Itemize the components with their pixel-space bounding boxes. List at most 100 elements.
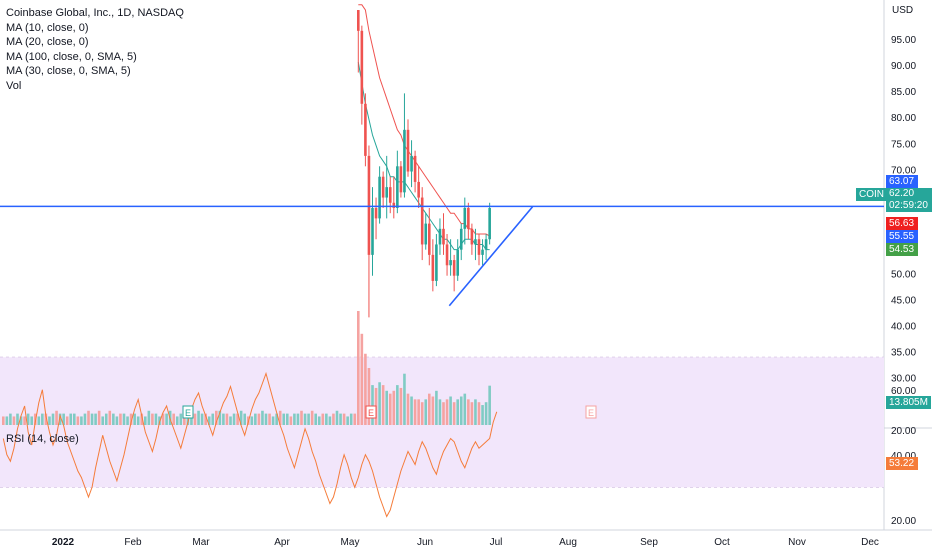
volume-bar (33, 413, 37, 425)
volume-bar (108, 410, 112, 425)
volume-bar (420, 402, 424, 425)
volume-bar (385, 390, 388, 425)
volume-bar (190, 413, 193, 425)
candle-body (467, 207, 470, 229)
volume-bar (172, 413, 175, 425)
volume-bar (225, 413, 229, 425)
volume-bar (41, 413, 44, 425)
volume-bar (470, 402, 474, 425)
rsi-tick-label: 40.00 (891, 451, 916, 462)
candle-body (399, 166, 403, 193)
volume-badge: 13.805M (886, 396, 931, 409)
volume-bar (268, 413, 271, 425)
volume-bar (459, 396, 463, 425)
volume-bar (399, 387, 403, 425)
volume-bar (452, 402, 456, 425)
candle-body (456, 249, 459, 276)
volume-bar (477, 402, 481, 425)
candle-body (445, 244, 449, 266)
volume-bar (378, 382, 381, 425)
indicator-ma10[interactable]: MA (10, close, 0) (6, 21, 89, 34)
volume-bar (115, 416, 119, 425)
volume-bar (364, 353, 367, 425)
candle-body (488, 207, 491, 240)
volume-bar (239, 410, 243, 425)
price-tick-label: 75.00 (891, 139, 916, 150)
countdown-timer: 02:59:20 (889, 200, 928, 211)
volume-bars (2, 311, 491, 425)
volume-bar (278, 410, 282, 425)
time-tick-label: Jul (490, 537, 503, 548)
volume-bar (154, 413, 158, 425)
volume-bar (183, 416, 186, 425)
volume-bar (271, 416, 275, 425)
candle-body (417, 181, 420, 198)
volume-bar (303, 413, 307, 425)
candle-body (403, 129, 406, 193)
ma-red-badge: 56.63 (886, 217, 918, 230)
time-tick-label: Dec (861, 537, 879, 548)
candle-body (477, 239, 481, 255)
volume-bar (9, 413, 12, 425)
volume-bar (204, 413, 207, 425)
rsi-legend[interactable]: RSI (14, close) (6, 433, 79, 445)
volume-bar (90, 413, 94, 425)
volume-bar (346, 416, 349, 425)
volume-bar (97, 410, 101, 425)
volume-bar (264, 413, 268, 425)
indicator-vol[interactable]: Vol (6, 79, 22, 92)
candle-body (374, 207, 378, 219)
volume-bar (428, 393, 431, 425)
volume-bar (488, 385, 491, 425)
volume-bar (353, 413, 357, 425)
trendline[interactable] (448, 206, 534, 307)
symbol-title[interactable]: Coinbase Global, Inc., 1D, NASDAQ (6, 7, 184, 19)
current-price: 62.20 (889, 188, 915, 199)
candle-body (396, 166, 399, 208)
volume-bar (257, 413, 261, 425)
price-tick-label: 40.00 (891, 322, 916, 333)
candle-body (459, 228, 463, 250)
volume-bar (133, 413, 136, 425)
volume-bar (193, 413, 197, 425)
rsi-band (0, 357, 884, 488)
volume-bar (16, 413, 19, 425)
volume-bar (250, 416, 254, 425)
candle-body (381, 176, 385, 198)
candle-body (428, 223, 431, 255)
volume-bar (83, 413, 87, 425)
ma-blue-badge: 55.55 (886, 230, 918, 243)
indicator-ma30[interactable]: MA (30, close, 0, SMA, 5) (6, 65, 131, 77)
candle-body (420, 197, 424, 245)
volume-bar (296, 413, 300, 425)
volume-bar (392, 390, 396, 425)
volume-bar (371, 385, 374, 425)
volume-bar (396, 385, 399, 425)
volume-bar (101, 416, 104, 425)
volume-bar (158, 416, 161, 425)
volume-bar (55, 410, 58, 425)
candle-body (406, 129, 410, 172)
volume-bar (335, 410, 339, 425)
volume-bar (119, 413, 122, 425)
volume-bar (165, 413, 168, 425)
volume-bar (51, 413, 55, 425)
candle-body (413, 155, 417, 182)
volume-bar (30, 416, 33, 425)
time-tick-label: Sep (640, 537, 658, 548)
coin-label-badge: COIN (856, 188, 887, 201)
candle-body (449, 260, 452, 266)
indicator-ma100[interactable]: MA (100, close, 0, SMA, 5) (6, 50, 137, 63)
hline-price-badge: 63.07 (886, 175, 918, 188)
volume-bar (360, 333, 364, 425)
volume-bar (44, 413, 48, 425)
volume-bar (151, 413, 154, 425)
volume-bar (442, 402, 445, 425)
volume-bar (122, 413, 126, 425)
indicator-ma20[interactable]: MA (20, close, 0) (6, 36, 89, 48)
time-tick-label: Aug (559, 537, 577, 548)
volume-bar (94, 413, 97, 425)
volume-bar (410, 396, 413, 425)
